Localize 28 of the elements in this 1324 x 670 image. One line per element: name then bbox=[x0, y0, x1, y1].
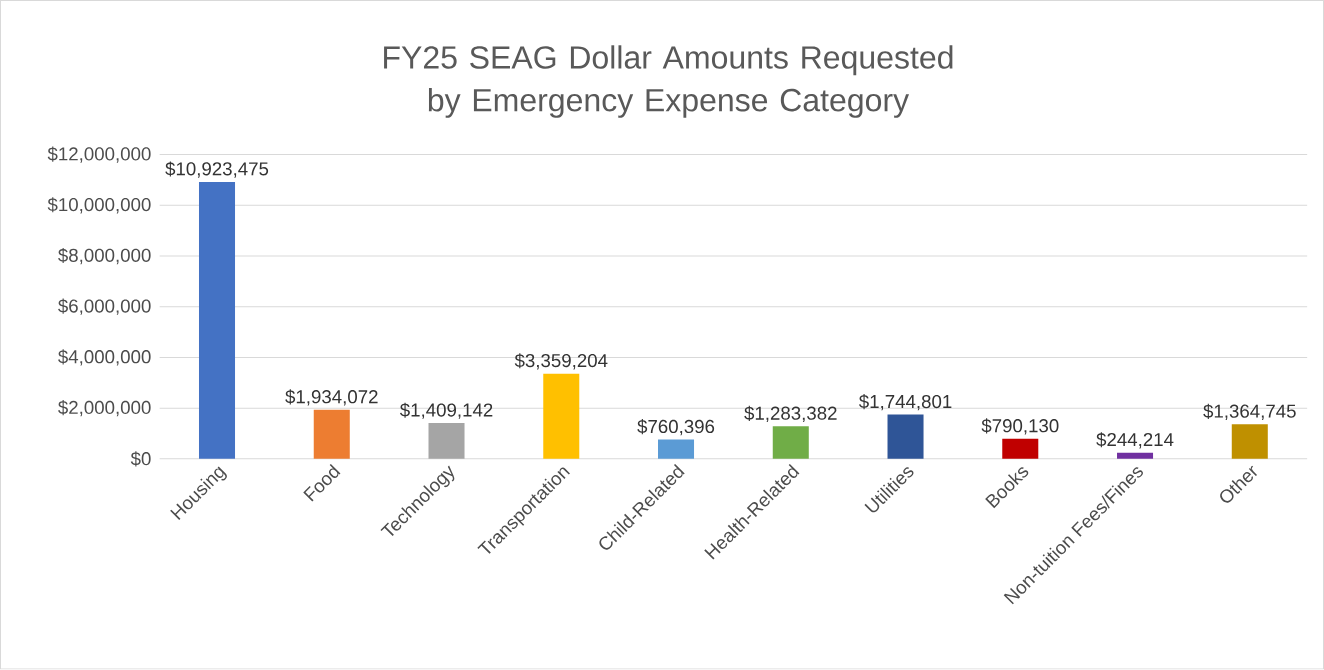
y-tick-label: $0 bbox=[130, 451, 151, 467]
bar bbox=[313, 410, 350, 460]
data-label: $244,214 bbox=[1096, 432, 1174, 449]
bar bbox=[1002, 439, 1039, 460]
data-label: $10,923,475 bbox=[165, 161, 269, 178]
data-label: $3,359,204 bbox=[514, 353, 608, 370]
y-tick-label: $12,000,000 bbox=[47, 146, 151, 163]
data-label: $1,364,745 bbox=[1203, 404, 1296, 421]
data-label: $1,283,382 bbox=[744, 406, 837, 423]
bar bbox=[428, 423, 465, 460]
bar bbox=[198, 182, 236, 460]
bar bbox=[658, 439, 695, 460]
data-label: $1,934,072 bbox=[285, 389, 378, 406]
chart-title: FY25 SEAG Dollar Amounts Requested by Emergency Expense Category bbox=[384, 45, 953, 119]
bar bbox=[772, 426, 809, 460]
bar bbox=[1117, 452, 1154, 460]
bar bbox=[543, 373, 580, 460]
data-label: $790,130 bbox=[981, 418, 1059, 435]
bar bbox=[887, 414, 924, 460]
data-label: $1,409,142 bbox=[399, 402, 493, 420]
bar bbox=[1231, 424, 1268, 460]
y-tick-label: $4,000,000 bbox=[58, 349, 151, 366]
data-label: $1,744,801 bbox=[858, 394, 952, 411]
y-tick-label: $6,000,000 bbox=[58, 298, 151, 316]
y-tick-label: $2,000,000 bbox=[58, 400, 151, 417]
y-tick-label: $8,000,000 bbox=[58, 248, 151, 265]
y-tick-label: $10,000,000 bbox=[47, 197, 151, 214]
data-label: $760,396 bbox=[637, 419, 715, 436]
